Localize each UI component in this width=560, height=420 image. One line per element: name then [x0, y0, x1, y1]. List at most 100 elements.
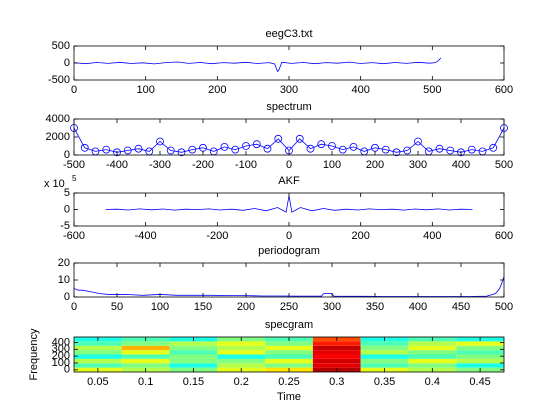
heatmap-cell: [169, 354, 218, 359]
y-tick-label: 5: [64, 187, 70, 199]
heatmap-cell: [408, 350, 457, 355]
heatmap-cell: [312, 345, 361, 351]
x-tick-label: 400: [423, 230, 441, 242]
data-marker: [166, 146, 175, 155]
heatmap-cell: [121, 341, 170, 346]
data-marker: [328, 142, 336, 150]
heatmap-cell: [74, 358, 122, 364]
heatmap-cell: [121, 363, 170, 368]
y-tick-label: 0: [64, 291, 70, 303]
data-marker: [381, 145, 390, 154]
y-tick-label: 4000: [46, 113, 70, 125]
heatmap-cell: [312, 358, 361, 364]
x-tick-label: 400: [351, 84, 369, 96]
subplot-title: periodogram: [258, 245, 320, 257]
heatmap-cell: [456, 350, 504, 355]
y-tick-label: -500: [48, 74, 70, 86]
heatmap-cell: [74, 345, 122, 351]
x-tick-label: 100: [323, 159, 341, 171]
x-tick-label: 0: [286, 159, 292, 171]
data-marker: [435, 144, 444, 153]
heatmap-cell: [121, 345, 170, 351]
heatmap-cell: [408, 345, 457, 351]
heatmap-cell: [265, 341, 313, 346]
heatmap-cell: [408, 341, 457, 346]
x-axis-label: Time: [277, 391, 301, 403]
data-marker: [446, 146, 455, 155]
heatmap-cell: [456, 358, 504, 364]
heatmap-cell: [360, 354, 409, 359]
y-tick-label: 20: [58, 257, 70, 269]
y-tick-label: 0: [64, 57, 70, 69]
x-tick-label: 500: [423, 84, 441, 96]
y-tick-label: 2000: [46, 131, 70, 143]
heatmap-cell: [265, 345, 313, 351]
x-tick-label: 400: [452, 159, 470, 171]
heatmap-cell: [74, 354, 122, 359]
data-line: [73, 276, 505, 297]
heatmap-cell: [312, 354, 361, 359]
y-tick-label: 400: [52, 336, 70, 348]
data-marker: [414, 137, 422, 146]
heatmap-cell: [74, 350, 122, 355]
x-tick-label: 0.05: [87, 376, 108, 388]
x-tick-label: 300: [280, 84, 298, 96]
y-tick-label: 300: [52, 343, 70, 355]
heatmap-cell: [360, 358, 409, 364]
heatmap-cell: [121, 358, 170, 364]
heatmap-cell: [408, 358, 457, 364]
data-marker: [252, 140, 261, 149]
heatmap-cell: [74, 363, 122, 368]
data-marker: [231, 145, 240, 154]
data-marker: [177, 148, 186, 157]
data-marker: [102, 145, 111, 154]
data-marker: [467, 145, 476, 154]
x-tick-label: 500: [495, 159, 513, 171]
x-tick-label: 500: [495, 301, 513, 313]
heatmap-cell: [74, 341, 122, 346]
x-tick-label: 50: [111, 301, 123, 313]
heatmap-cell: [265, 358, 313, 364]
x-tick-label: 350: [366, 301, 384, 313]
x-tick-label: 200: [208, 84, 226, 96]
heatmap-cell: [265, 354, 313, 359]
data-marker: [457, 148, 465, 157]
heatmap-cell: [312, 341, 361, 346]
y-tick-label: 200: [52, 350, 70, 362]
y-tick-label: 10: [58, 274, 70, 286]
x-tick-label: -300: [149, 159, 171, 171]
heatmap-cell: [456, 354, 504, 359]
heatmap-cell: [360, 341, 409, 346]
heatmap-cell: [408, 354, 457, 359]
heatmap-cell: [169, 345, 218, 351]
subplot-title: spectrum: [266, 101, 311, 113]
subplot-title: eegC3.txt: [265, 28, 312, 40]
data-marker: [156, 137, 164, 146]
data-marker: [242, 142, 250, 150]
x-tick-label: -200: [206, 230, 228, 242]
x-tick-label: 400: [409, 301, 427, 313]
data-line: [73, 57, 442, 73]
x-tick-label: -200: [192, 159, 214, 171]
heatmap-cell: [169, 350, 218, 355]
heatmap-cell: [217, 345, 266, 351]
data-marker: [392, 148, 401, 157]
heatmap-cell: [360, 363, 409, 368]
heatmap-cell: [456, 363, 504, 368]
data-marker: [295, 134, 304, 143]
heatmap-cell: [169, 363, 218, 368]
heatmap-cell: [265, 350, 313, 355]
data-marker: [349, 142, 358, 151]
heatmap-cell: [456, 345, 504, 351]
x-tick-label: 0.25: [278, 376, 299, 388]
heatmap-cell: [217, 341, 266, 346]
heatmap-cell: [169, 358, 218, 364]
x-tick-label: 0: [71, 84, 77, 96]
x-tick-label: 250: [280, 301, 298, 313]
data-marker: [306, 144, 315, 153]
y-tick-label: 0: [64, 149, 70, 161]
x-tick-label: 300: [409, 159, 427, 171]
x-tick-label: 150: [194, 301, 212, 313]
heatmap-cell: [456, 341, 504, 346]
